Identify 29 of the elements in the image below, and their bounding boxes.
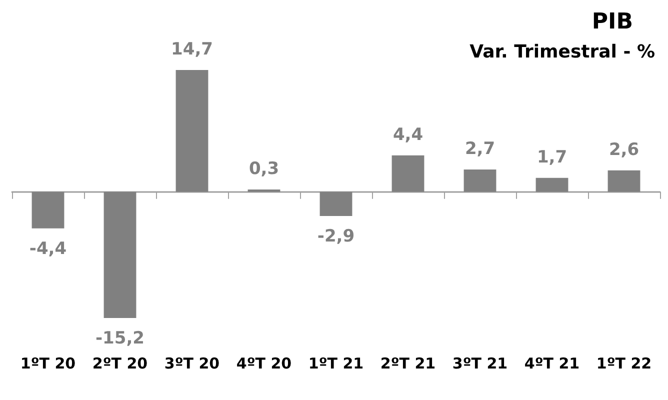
x-tick-label: 3ºT 20 [164, 354, 220, 372]
data-label: -4,4 [29, 238, 67, 259]
data-label: 0,3 [248, 158, 280, 179]
x-tick-label: 1ºT 20 [20, 354, 76, 372]
x-tick-label: 3ºT 21 [452, 354, 508, 372]
x-tick-label: 4ºT 20 [236, 354, 292, 372]
bar [32, 192, 64, 228]
x-tick-label: 2ºT 20 [92, 354, 148, 372]
bar [536, 178, 568, 192]
bar [320, 192, 352, 216]
chart-subtitle: Var. Trimestral - % [470, 42, 656, 62]
x-tick-label: 1ºT 21 [308, 354, 364, 372]
bar [464, 170, 496, 192]
bar [392, 155, 424, 192]
data-label: 14,7 [171, 40, 213, 60]
data-label: 2,7 [464, 139, 496, 160]
data-label: 1,7 [536, 147, 568, 168]
x-tick-label: 2ºT 21 [380, 354, 436, 372]
data-label: -2,9 [317, 226, 355, 246]
bar [104, 192, 136, 318]
bar [608, 170, 640, 192]
x-tick-label: 4ºT 21 [524, 354, 580, 372]
bar [248, 189, 280, 192]
data-label: 2,6 [608, 140, 640, 160]
data-label: -15,2 [96, 328, 144, 348]
bar [176, 70, 208, 192]
x-tick-label: 1ºT 22 [596, 354, 652, 372]
data-label: 4,4 [392, 124, 424, 145]
chart-title: PIB [592, 10, 633, 34]
